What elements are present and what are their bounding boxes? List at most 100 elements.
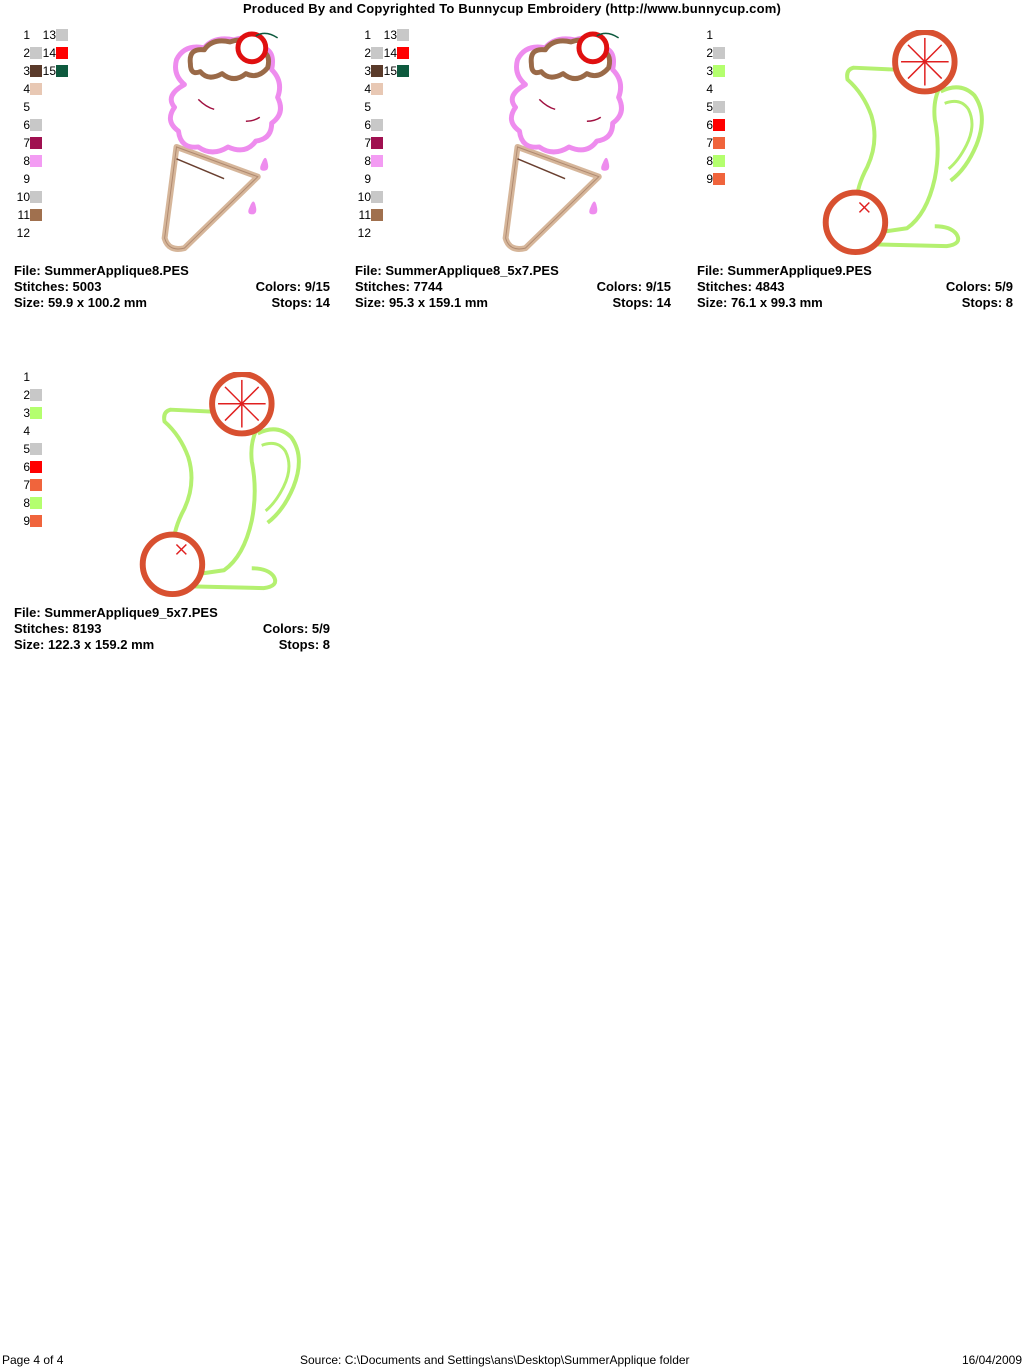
color-number: 9: [364, 172, 371, 186]
color-number: 8: [23, 496, 30, 510]
color-swatch: [371, 83, 383, 95]
color-number: 2: [23, 46, 30, 60]
design-preview: [134, 371, 314, 600]
design-size: Size: 59.9 x 100.2 mm: [14, 295, 147, 310]
design-size: Size: 122.3 x 159.2 mm: [14, 637, 155, 652]
color-number: 4: [364, 82, 371, 96]
stitch-count: Stitches: 8193: [14, 621, 102, 636]
color-number: 7: [364, 136, 371, 150]
color-number: 6: [364, 118, 371, 132]
color-swatch: [30, 515, 42, 527]
color-number: 1: [364, 28, 371, 42]
color-number: 14: [42, 46, 56, 60]
color-number: 6: [706, 118, 713, 132]
page-footer: Page 4 of 4 Source: C:\Documents and Set…: [0, 1353, 1024, 1369]
stop-count: Stops: 8: [278, 637, 330, 652]
color-number: 7: [23, 478, 30, 492]
color-number: 8: [364, 154, 371, 168]
color-swatch: [30, 497, 42, 509]
color-number: 11: [358, 208, 371, 222]
color-count: Colors: 9/15: [596, 279, 671, 294]
design-size: Size: 95.3 x 159.1 mm: [355, 295, 488, 310]
color-number: 2: [364, 46, 371, 60]
design-preview: [154, 30, 314, 258]
color-swatch: [371, 65, 383, 77]
color-number: 10: [357, 190, 371, 204]
color-swatch: [30, 191, 42, 203]
color-swatch: [713, 47, 725, 59]
color-swatch: [371, 191, 383, 203]
color-count: Colors: 5/9: [262, 621, 330, 636]
color-number: 4: [23, 82, 30, 96]
footer-source-path: Source: C:\Documents and Settings\ans\De…: [300, 1353, 690, 1367]
color-number: 15: [42, 64, 56, 78]
file-name: File: SummerApplique8.PES: [14, 263, 189, 278]
design-info: File: SummerApplique8.PES Stitches: 5003 C…: [14, 263, 330, 311]
color-number: 6: [23, 460, 30, 474]
color-swatch: [713, 101, 725, 113]
color-number: 9: [706, 172, 713, 186]
stitch-count: Stitches: 7744: [355, 279, 443, 294]
color-number: 4: [706, 82, 713, 96]
color-number: 3: [706, 64, 713, 78]
color-number: 2: [23, 388, 30, 402]
color-number: 3: [364, 64, 371, 78]
color-swatch: [30, 65, 42, 77]
color-swatch: [30, 47, 42, 59]
file-name: File: SummerApplique8_5x7.PES: [355, 263, 559, 278]
color-swatch: [397, 29, 409, 41]
color-swatch: [713, 173, 725, 185]
color-number: 9: [23, 514, 30, 528]
color-swatch: [371, 47, 383, 59]
stitch-count: Stitches: 4843: [697, 279, 785, 294]
color-number: 9: [23, 172, 30, 186]
color-number: 2: [706, 46, 713, 60]
color-swatch: [30, 155, 42, 167]
ice-cream-cone-icon: [502, 31, 624, 252]
file-name: File: SummerApplique9_5x7.PES: [14, 605, 218, 620]
stop-count: Stops: 14: [271, 295, 330, 310]
color-swatch: [56, 47, 68, 59]
lemonade-pitcher-icon: [139, 371, 301, 598]
color-number: 13: [383, 28, 397, 42]
color-number: 11: [17, 208, 30, 222]
stop-count: Stops: 8: [961, 295, 1013, 310]
stop-count: Stops: 14: [612, 295, 671, 310]
color-count: Colors: 9/15: [255, 279, 330, 294]
color-number: 3: [23, 406, 30, 420]
color-number: 1: [23, 28, 30, 42]
color-number: 12: [16, 226, 30, 240]
color-number: 7: [23, 136, 30, 150]
color-number: 5: [364, 100, 371, 114]
color-number: 5: [23, 100, 30, 114]
color-swatch: [397, 65, 409, 77]
color-swatch: [371, 209, 383, 221]
design-card: 1 2 3 4 5 6 7 8 9 10 11 12 13 14 15 File: SummerAppliq…: [14, 28, 330, 318]
color-swatch: [30, 407, 42, 419]
file-name: File: SummerApplique9.PES: [697, 263, 872, 278]
color-number: 7: [706, 136, 713, 150]
color-number: 1: [23, 370, 30, 384]
color-swatch: [30, 461, 42, 473]
color-number: 5: [23, 442, 30, 456]
design-size: Size: 76.1 x 99.3 mm: [697, 295, 823, 310]
color-swatch: [30, 137, 42, 149]
color-number: 8: [706, 154, 713, 168]
design-preview: [817, 29, 997, 258]
color-swatch: [30, 443, 42, 455]
design-info: File: SummerApplique9_5x7.PES Stitches: 8…: [14, 605, 330, 653]
color-swatch: [30, 119, 42, 131]
color-number: 13: [42, 28, 56, 42]
color-number: 8: [23, 154, 30, 168]
design-card: 1 2 3 4 5 6 7 8 9 10 11 12 13 14 15 File: SummerAppliq…: [355, 28, 671, 318]
color-number: 6: [23, 118, 30, 132]
color-swatch: [713, 65, 725, 77]
color-swatch: [371, 119, 383, 131]
color-number: 14: [383, 46, 397, 60]
color-swatch: [371, 155, 383, 167]
lemonade-pitcher-icon: [822, 29, 984, 256]
ice-cream-cone-icon: [161, 31, 283, 252]
color-number: 5: [706, 100, 713, 114]
color-swatch: [56, 29, 68, 41]
